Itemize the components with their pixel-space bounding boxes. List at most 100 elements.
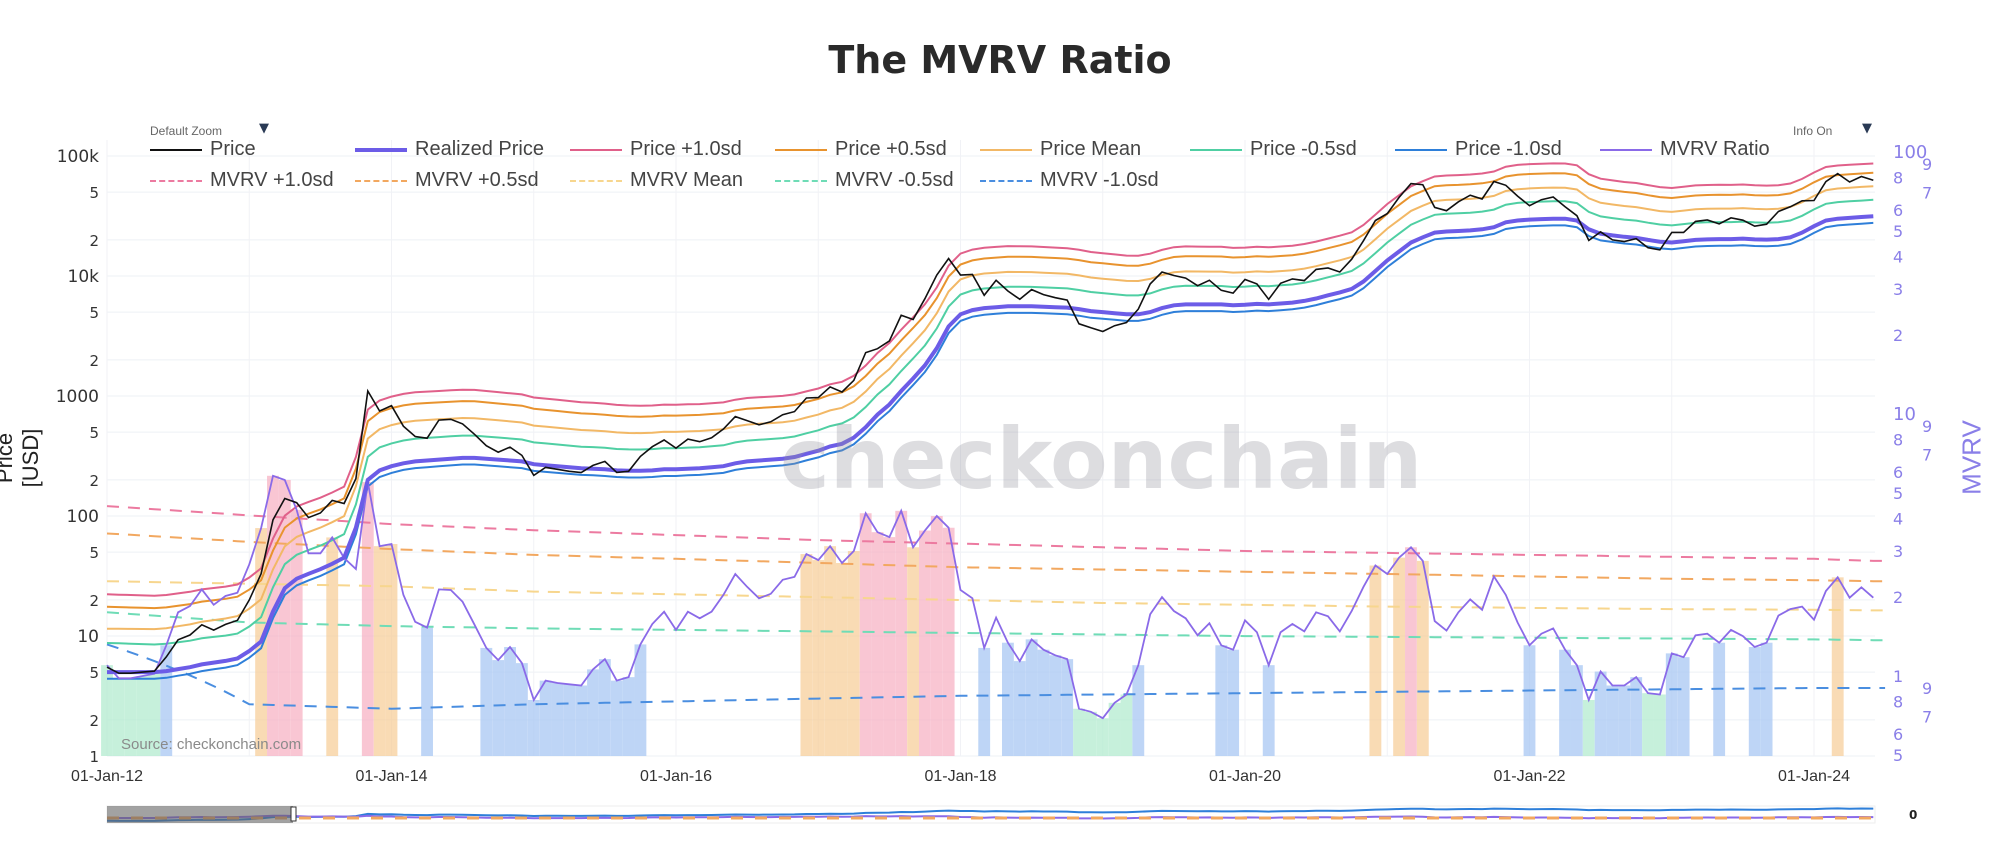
legend-label: Price -1.0sd (1455, 138, 1562, 160)
legend-label: Price +0.5sd (835, 138, 947, 160)
y-tick-label: 100 (67, 507, 99, 527)
y-tick-label: 5 (89, 184, 99, 202)
zone-bar (1405, 547, 1417, 756)
zone-bar (1831, 577, 1844, 756)
zone-bar (1416, 560, 1429, 756)
watermark: checkonchain (780, 410, 1423, 508)
zone-bar (361, 482, 374, 756)
y-tick-label: 5 (89, 544, 99, 562)
zone-bar (539, 680, 552, 756)
legend-item[interactable]: Price -0.5sd (1190, 138, 1357, 161)
y2-tick-label: 3 (1893, 280, 1903, 299)
range-slider-handle[interactable] (290, 806, 297, 822)
legend-item[interactable]: MVRV +0.5sd (355, 169, 539, 192)
legend-item[interactable]: MVRV -0.5sd (775, 169, 954, 192)
legend-item[interactable]: MVRV Mean (570, 169, 743, 192)
legend-label: Price +1.0sd (630, 138, 742, 160)
legend-item[interactable]: Price (150, 138, 256, 161)
legend-item[interactable]: Price -1.0sd (1395, 138, 1562, 161)
zone-bar (551, 683, 564, 756)
legend-item[interactable]: MVRV Ratio (1600, 138, 1770, 161)
zone-bar (800, 554, 813, 756)
info-on-arrow-icon[interactable]: ▼ (1862, 121, 1872, 136)
x-tick-label: 01-Jan-12 (71, 768, 143, 785)
zone-bar (634, 644, 647, 756)
zone-bar (1132, 665, 1145, 756)
zone-bar (504, 647, 516, 756)
y2-tick-label: 3 (1893, 542, 1903, 561)
legend-item[interactable]: MVRV +1.0sd (150, 169, 334, 192)
legend-swatch-icon (980, 148, 1032, 151)
legend-swatch-icon (570, 148, 622, 151)
zone-bar (1760, 642, 1773, 756)
zone-bar (136, 676, 149, 756)
info-on-dropdown[interactable]: Info On (1793, 124, 1833, 138)
legend-item[interactable]: MVRV -1.0sd (980, 169, 1159, 192)
y2-tick-label: 9 (1922, 679, 1932, 698)
zone-bar (1713, 642, 1726, 756)
zone-bar (1037, 649, 1050, 756)
legend-swatch-icon (355, 147, 407, 152)
x-tick-label: 01-Jan-22 (1493, 768, 1565, 785)
mvrv-minus-05sd-line (106, 611, 1886, 642)
mvrv-mean-line (106, 580, 1886, 612)
zone-bar (1393, 557, 1406, 756)
legend-item[interactable]: Price +1.0sd (570, 138, 742, 161)
y-axis-label: Price [USD] (0, 428, 43, 488)
zone-bar (492, 660, 505, 756)
realized-price-line (107, 214, 1874, 675)
y2-tick-label: 2 (1893, 326, 1903, 345)
zone-bar (1227, 649, 1240, 756)
mvrv-zone-shading (101, 475, 1844, 756)
price-line (106, 172, 1874, 674)
zone-bar (1642, 693, 1654, 756)
mvrv-plus-1sd-line (106, 505, 1886, 562)
y2-tick-label: 7 (1922, 708, 1932, 727)
y2-tick-label: 8 (1893, 692, 1903, 711)
zone-bar (587, 669, 599, 756)
range-slider-price-line (106, 807, 1874, 822)
y2-tick-label: 8 (1893, 430, 1903, 449)
zone-bar (1618, 685, 1631, 756)
x-tick-label: 01-Jan-18 (924, 768, 996, 785)
zone-bar (1582, 699, 1595, 756)
legend-label: MVRV Ratio (1660, 138, 1770, 160)
legend-item[interactable]: Price +0.5sd (775, 138, 947, 161)
y2-tick-label: 7 (1922, 184, 1932, 203)
zone-bar (1025, 639, 1038, 756)
y2-tick-label: 6 (1893, 463, 1903, 482)
y-tick-label: 5 (89, 664, 99, 682)
legend-swatch-icon (570, 179, 622, 182)
legend-label: MVRV -0.5sd (835, 169, 954, 191)
y2-tick-label: 5 (1893, 746, 1903, 765)
zone-bar (1049, 655, 1062, 756)
zone-bar (1084, 711, 1097, 756)
zone-bar (278, 479, 291, 756)
legend-swatch-icon (150, 179, 202, 182)
y-tick-label: 5 (89, 304, 99, 322)
y2-tick-label: 5 (1893, 484, 1903, 503)
zone-bar (1013, 661, 1026, 756)
y2-tick-label: 2 (1893, 588, 1903, 607)
zone-bar (1665, 653, 1678, 756)
zone-bar (610, 680, 623, 756)
y-tick-label: 2 (89, 712, 99, 730)
range-slider[interactable]: 0 (106, 805, 1917, 824)
zone-bar (421, 627, 433, 756)
y-tick-label: 1000 (56, 387, 99, 407)
default-zoom-arrow-icon[interactable]: ▼ (259, 121, 269, 136)
range-slider-selection[interactable] (107, 806, 293, 823)
zone-bar (1061, 659, 1074, 756)
legend-item[interactable]: Realized Price (355, 138, 544, 161)
legend-swatch-icon (980, 179, 1032, 182)
y-tick-label: 10 (77, 627, 99, 647)
zone-bar (1120, 694, 1133, 756)
default-zoom-dropdown[interactable]: Default Zoom (150, 124, 223, 138)
y2-tick-label: 4 (1893, 509, 1903, 528)
zone-bar (812, 560, 825, 756)
y-tick-label: 100k (57, 147, 99, 167)
zone-bar (895, 510, 908, 756)
legend-item[interactable]: Price Mean (980, 138, 1141, 161)
range-slider-axis-label: 0 (1909, 808, 1917, 822)
